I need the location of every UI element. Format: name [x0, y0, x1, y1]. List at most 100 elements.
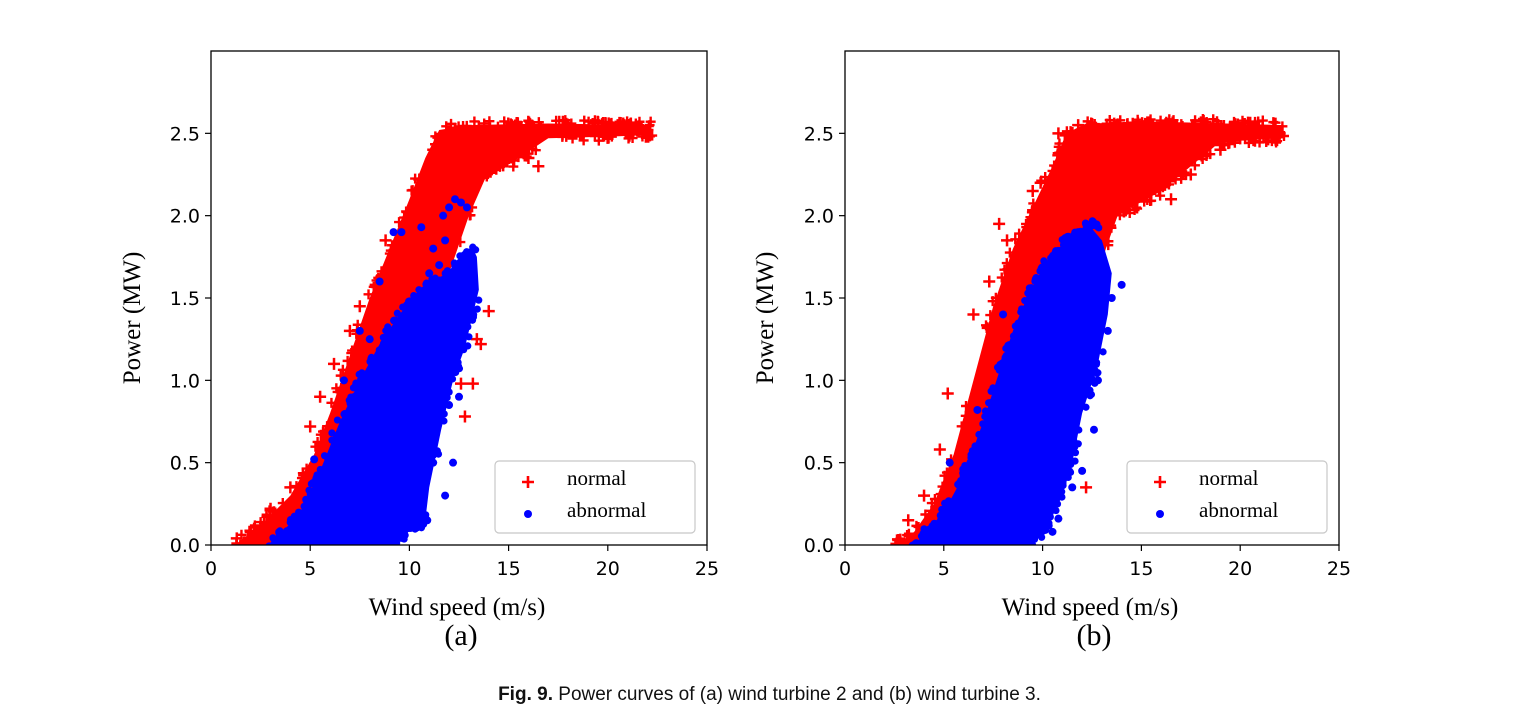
edge-point — [393, 309, 401, 317]
edge-point — [1155, 115, 1166, 126]
edge-point — [557, 130, 568, 141]
edge-point — [362, 544, 366, 545]
edge-point — [1002, 537, 1010, 545]
edge-point — [1058, 493, 1066, 501]
edge-point — [921, 538, 929, 545]
edge-point — [1047, 165, 1058, 176]
edge-point — [1270, 117, 1281, 128]
legend-marker-normal — [522, 476, 534, 488]
edge-point — [1205, 149, 1216, 160]
edge-point — [322, 421, 333, 432]
edge-point — [1014, 319, 1022, 327]
data-point — [397, 228, 406, 237]
edge-point — [1164, 114, 1175, 125]
edge-point — [953, 542, 961, 545]
edge-point — [1160, 180, 1171, 191]
panel-label: (b) — [1077, 619, 1112, 652]
legend-label-abnormal: abnormal — [567, 498, 646, 522]
data-point — [941, 387, 954, 400]
y-tick-label: 2.0 — [804, 206, 834, 228]
data-point — [264, 502, 277, 515]
edge-point — [995, 541, 1003, 545]
y-tick-label: 1.5 — [804, 288, 834, 310]
edge-point — [277, 537, 286, 545]
edge-point — [312, 537, 320, 545]
edge-point — [382, 327, 390, 335]
edge-point — [407, 185, 418, 196]
edge-point — [357, 376, 365, 384]
edge-point — [1052, 506, 1060, 515]
edge-point — [258, 518, 269, 529]
edge-point — [249, 538, 260, 545]
data-point — [892, 534, 905, 545]
edge-point — [329, 540, 337, 545]
edge-point — [1268, 132, 1279, 143]
edge-point — [388, 542, 395, 545]
edge-point — [1129, 205, 1140, 216]
edge-point — [296, 473, 307, 484]
data-point — [1058, 261, 1067, 270]
edge-point — [937, 481, 948, 492]
edge-point — [604, 129, 615, 140]
edge-point — [475, 296, 483, 304]
data-point — [1273, 127, 1286, 140]
edge-point — [312, 436, 323, 447]
edge-point — [567, 133, 578, 144]
edge-point — [401, 207, 412, 218]
edge-point — [410, 293, 419, 301]
edge-point — [996, 272, 1007, 283]
edge-point — [385, 245, 396, 256]
edge-point — [1229, 135, 1240, 146]
edge-point — [1026, 213, 1037, 224]
edge-point — [1208, 114, 1219, 125]
edge-point — [605, 122, 616, 133]
edge-point — [429, 451, 437, 459]
edge-point — [960, 538, 968, 545]
x-tick-label: 0 — [839, 558, 851, 580]
edge-point — [318, 426, 329, 437]
data-point — [999, 310, 1008, 319]
edge-point — [961, 401, 972, 412]
edge-point — [975, 540, 983, 545]
edge-point — [363, 289, 374, 300]
data-point — [1022, 359, 1031, 368]
edge-point — [1014, 228, 1025, 239]
edge-point — [346, 348, 357, 359]
edge-point — [1038, 263, 1046, 271]
edge-point — [1196, 151, 1207, 162]
edge-point — [448, 375, 457, 383]
data-point — [472, 120, 485, 133]
data-point — [456, 198, 465, 207]
edge-point — [1115, 115, 1126, 126]
edge-point — [324, 545, 331, 552]
data-point — [1117, 280, 1126, 289]
edge-point — [484, 116, 495, 127]
legend-marker-abnormal — [524, 510, 532, 518]
edge-point — [936, 544, 939, 545]
edge-point — [460, 346, 468, 354]
edge-point — [1002, 351, 1010, 360]
caption-label: Fig. 9. — [498, 684, 553, 705]
caption-text: Power curves of (a) wind turbine 2 and (… — [558, 684, 1041, 705]
legend-label-abnormal: abnormal — [1199, 498, 1278, 522]
edge-point — [1091, 366, 1099, 375]
edge-point — [971, 545, 978, 552]
edge-point — [312, 473, 320, 482]
edge-point — [351, 381, 360, 389]
data-point — [1184, 168, 1197, 181]
edge-point — [982, 409, 990, 417]
edge-point — [926, 498, 937, 509]
edge-point — [598, 117, 609, 128]
edge-point — [970, 545, 977, 552]
edge-point — [326, 397, 337, 408]
edge-point — [1177, 121, 1188, 132]
edge-point — [245, 540, 256, 545]
edge-point — [392, 320, 401, 328]
y-tick-label: 2.5 — [804, 123, 834, 145]
edge-point — [1257, 123, 1268, 134]
edge-point — [1146, 195, 1157, 206]
edge-point — [985, 544, 987, 545]
edge-point — [249, 520, 260, 531]
edge-point — [464, 252, 472, 261]
data-point — [1082, 219, 1091, 228]
